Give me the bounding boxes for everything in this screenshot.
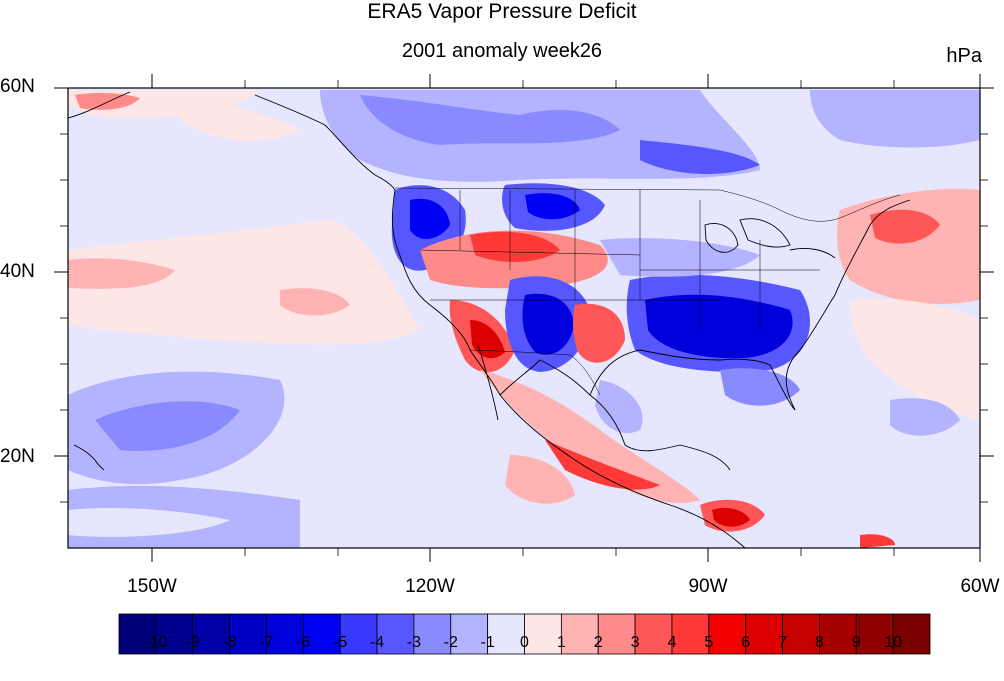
colorbar-tick-label: -5 — [333, 634, 348, 651]
colorbar-box — [892, 613, 931, 655]
figure-title: ERA5 Vapor Pressure Deficit — [367, 0, 637, 23]
great-lakes — [739, 218, 791, 248]
colorbar-tick-label: -10 — [144, 634, 168, 651]
mexico-positive — [480, 370, 700, 504]
colorbar-box — [339, 613, 378, 655]
colorbar-box — [855, 613, 894, 655]
four-corners-core — [522, 293, 574, 355]
colorbar-tick-label: 7 — [778, 634, 787, 651]
gulf-alaska-positive — [180, 100, 300, 141]
pacific-positive-band — [68, 220, 420, 345]
southeast-negative-core — [645, 294, 793, 359]
pacific-positive-patch-2 — [280, 288, 350, 316]
lake-erie — [789, 247, 836, 259]
central-america-core — [712, 508, 750, 527]
colorbar-tick-label: 2 — [593, 634, 603, 651]
colorbar-tick-label: 0 — [520, 634, 529, 651]
canada-negative-core — [360, 95, 620, 145]
colorbar-tick-label: 6 — [741, 634, 751, 651]
colorbar-box — [266, 613, 304, 655]
colorbar-box — [782, 613, 820, 655]
us-mexico-border — [469, 349, 601, 396]
units-label: hPa — [946, 45, 982, 67]
colorbar-box — [118, 613, 157, 655]
colorbar — [118, 613, 931, 655]
colorbar-box — [597, 613, 636, 655]
lake-michigan — [704, 223, 739, 253]
labrador-negative — [810, 90, 980, 148]
baja-peninsula — [477, 344, 499, 421]
great-basin-core — [470, 231, 560, 262]
colorbar-tick-label: 3 — [630, 634, 640, 651]
colorbar-box — [560, 613, 599, 655]
colorbar-box — [671, 613, 710, 655]
colorbar-tick-label: 5 — [704, 634, 714, 651]
baja-south-positive — [505, 455, 575, 504]
colorbar-tick-label: 10 — [884, 634, 903, 651]
colorbar-box — [413, 613, 452, 655]
colorbar-tick-label: 8 — [814, 634, 824, 651]
colorbar-box — [745, 613, 783, 655]
coastlines — [68, 91, 911, 548]
colorbar-box — [155, 613, 194, 655]
colorbar-tick-label: -3 — [406, 634, 422, 651]
political-boundaries — [394, 187, 901, 396]
colorbar-tick-label: -2 — [443, 634, 458, 651]
colorbar-box — [376, 613, 415, 655]
colorbar-tick-label: 1 — [556, 634, 566, 651]
colorbar-tick-label: 4 — [667, 634, 677, 651]
south-america-positive — [860, 534, 895, 548]
mexico-positive-core — [545, 440, 660, 490]
mexico-negative-patch — [595, 380, 643, 434]
figure-subtitle: 2001 anomaly week26 — [401, 40, 603, 62]
northern-rockies-core — [525, 193, 580, 220]
us-canada-border — [394, 187, 901, 222]
west-coast — [391, 189, 746, 548]
hudson-negative — [640, 140, 760, 175]
colorbar-box — [634, 613, 673, 655]
colorbar-tick-label: -1 — [480, 634, 495, 651]
colorbar-box — [708, 613, 747, 655]
state-lines — [419, 190, 820, 330]
bc-coast — [254, 94, 396, 191]
colorbar-tick-label: -8 — [222, 634, 237, 651]
lat-label-20n: 20N — [0, 446, 35, 467]
axis-ticks — [54, 74, 994, 562]
colorbar-box — [819, 613, 857, 655]
colorbar-tick-label: -4 — [369, 634, 385, 651]
florida-negative — [720, 368, 800, 406]
lon-label-150w: 150W — [127, 576, 177, 597]
lat-label-60n: 60N — [0, 76, 35, 97]
gulf-east-coast — [589, 199, 911, 411]
gulf-california-mexico-coast — [499, 359, 731, 471]
tropical-pacific-light — [68, 508, 230, 537]
caribbean-negative — [890, 398, 960, 436]
colorbar-box — [192, 613, 230, 655]
pnw-negative-core — [410, 198, 450, 240]
lon-label-90w: 90W — [688, 576, 728, 597]
colorbar-box — [524, 613, 562, 655]
northeast-positive-core — [870, 209, 940, 244]
colorbar-box — [450, 613, 489, 655]
atlantic-positive — [850, 298, 980, 420]
texas-positive — [573, 303, 625, 363]
colorbar-tick-label: -9 — [185, 634, 200, 651]
colorbar-tick-label: 9 — [851, 634, 861, 651]
colorbar-tick-label: -7 — [259, 634, 274, 651]
lon-label-60w: 60W — [960, 576, 1000, 597]
alaska-coast — [68, 91, 131, 119]
axis-minor-ticks — [60, 80, 988, 556]
hawaii — [73, 444, 105, 471]
alaska-positive-core — [75, 93, 140, 110]
colorbar-tick-label: -6 — [296, 634, 311, 651]
lat-label-40n: 40N — [0, 261, 35, 282]
pacific-negative-core — [95, 401, 240, 451]
lon-label-120w: 120W — [405, 576, 455, 597]
colorbar-box — [487, 613, 525, 655]
pacific-positive-patch — [68, 258, 175, 289]
anomaly-field — [68, 88, 980, 548]
